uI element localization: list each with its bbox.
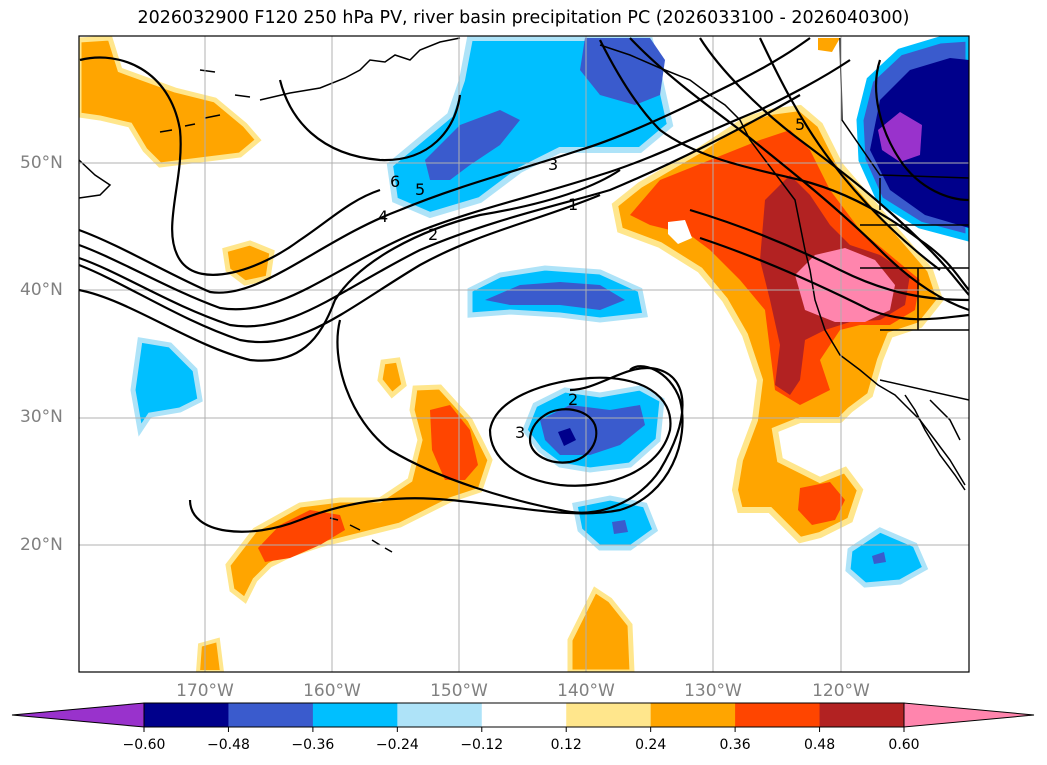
colorbar-extend-low <box>11 702 145 728</box>
lat-label: 50°N <box>20 153 63 173</box>
pv-contours <box>79 37 969 533</box>
colorbar-tick-label: −0.12 <box>460 737 504 753</box>
lon-label: 120°W <box>812 681 870 701</box>
colorbar <box>11 702 1035 732</box>
colorbar-segment <box>228 703 314 727</box>
colorbar-segment <box>735 703 821 727</box>
contour-label: 2 <box>428 225 438 244</box>
colorbar-segment <box>819 703 905 727</box>
contour-label: 5 <box>795 115 805 134</box>
contour-labels: 6 5 4 2 1 3 2 3 5 <box>378 115 805 442</box>
lat-label: 30°N <box>20 407 63 427</box>
graticule <box>79 36 969 672</box>
contour-label: 1 <box>568 195 578 214</box>
colorbar-segment <box>481 703 567 727</box>
colorbar-tick-label: −0.60 <box>122 737 166 753</box>
lon-label: 160°W <box>303 681 361 701</box>
colorbar-segment <box>566 703 652 727</box>
lon-label: 150°W <box>430 681 488 701</box>
colorbar-tick-label: 0.12 <box>550 737 582 753</box>
colorbar-segment <box>144 703 229 727</box>
colorbar-tick-label: −0.24 <box>375 737 419 753</box>
lon-label: 140°W <box>557 681 615 701</box>
contour-label: 4 <box>378 207 388 226</box>
lat-label: 20°N <box>20 535 63 555</box>
lat-label: 40°N <box>20 280 63 300</box>
contour-label: 3 <box>548 155 558 174</box>
colorbar-segment <box>397 703 483 727</box>
colorbar-frame <box>143 702 905 728</box>
colorbar-segment <box>312 703 398 727</box>
contour-label: 6 <box>390 172 400 191</box>
lon-label: 130°W <box>684 681 742 701</box>
figure-title: 2026032900 F120 250 hPa PV, river basin … <box>137 8 910 28</box>
colorbar-tick-label: 0.36 <box>719 737 751 753</box>
colorbar-tick-label: −0.36 <box>291 737 335 753</box>
colorbar-tick-label: 0.48 <box>803 737 836 753</box>
colorbar-extend-high <box>903 702 1035 728</box>
positive-anomaly-shading <box>79 36 944 672</box>
contour-label: 5 <box>415 180 425 199</box>
colorbar-tick-label: 0.60 <box>888 737 920 753</box>
colorbar-tick-label: −0.48 <box>206 737 250 753</box>
contour-label: 2 <box>568 390 578 409</box>
contour-label: 3 <box>515 423 525 442</box>
lon-label: 170°W <box>176 681 234 701</box>
colorbar-tick-label: 0.24 <box>635 737 667 753</box>
colorbar-segment <box>650 703 736 727</box>
negative-anomaly-shading <box>130 36 969 588</box>
map-frame <box>78 35 970 673</box>
